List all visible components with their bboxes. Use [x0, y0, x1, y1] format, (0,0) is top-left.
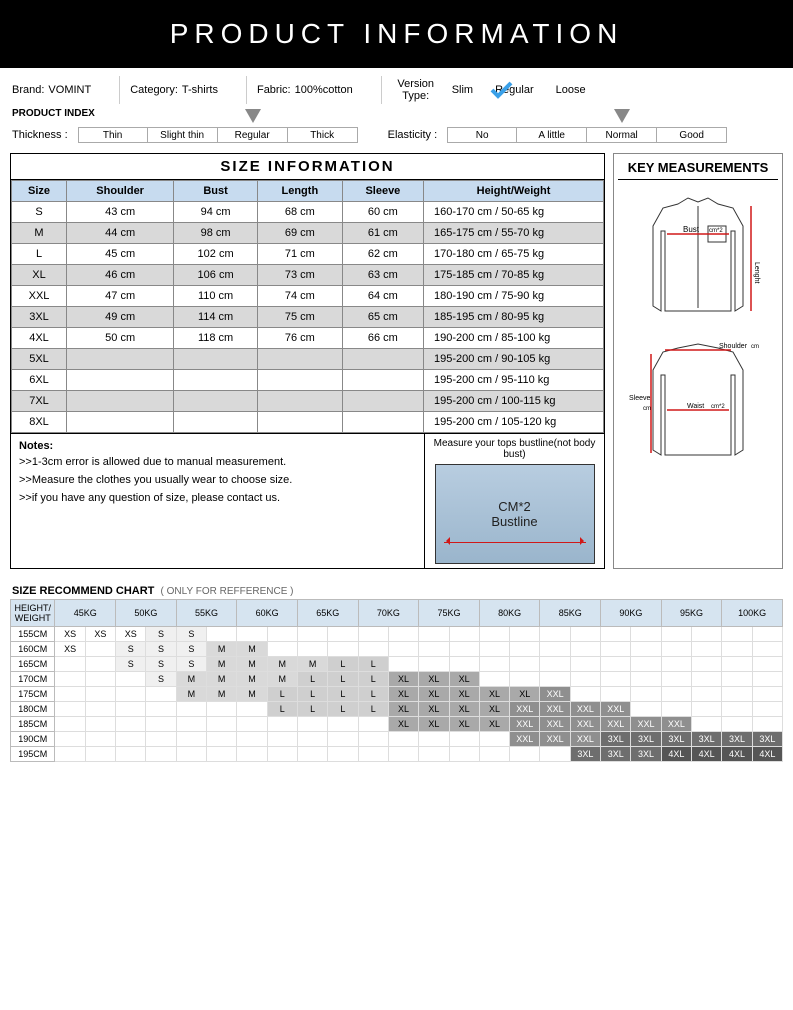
size-table-row: 7XL195-200 cm / 100-115 kg [12, 391, 604, 412]
thickness-scale: Thickness : ThinSlight thinRegularThick [12, 127, 358, 143]
elasticity-label: Elasticity : [388, 129, 438, 143]
size-table-row: L45 cm102 cm71 cm62 cm170-180 cm / 65-75… [12, 244, 604, 265]
shirt-back-diagram: Shouldercm Sleevecm Waistcm*2 [623, 330, 773, 470]
meta-row: Brand: VOMINT Category: T-shirts Fabric:… [0, 68, 793, 106]
rec-weight-header: 90KG [601, 600, 662, 627]
fabric-label: Fabric: [257, 84, 291, 96]
size-table-row: XL46 cm106 cm73 cm63 cm175-185 cm / 70-8… [12, 265, 604, 286]
svg-text:cm*2: cm*2 [709, 228, 723, 234]
size-table-header: Bust [174, 181, 258, 202]
svg-text:Sleeve: Sleeve [629, 395, 651, 402]
brand-label: Brand: [12, 84, 44, 96]
product-index-title: PRODUCT INDEX [0, 106, 793, 123]
size-table-row: S43 cm94 cm68 cm60 cm160-170 cm / 50-65 … [12, 202, 604, 223]
version-options: Slim Regular Loose [452, 84, 586, 96]
rec-weight-header: 60KG [237, 600, 298, 627]
size-table-row: 3XL49 cm114 cm75 cm65 cm185-195 cm / 80-… [12, 307, 604, 328]
svg-text:cm: cm [751, 344, 759, 350]
size-table-row: 4XL50 cm118 cm76 cm66 cm190-200 cm / 85-… [12, 328, 604, 349]
size-table-header: Shoulder [67, 181, 174, 202]
recommend-table: HEIGHT/ WEIGHT45KG50KG55KG60KG65KG70KG75… [10, 599, 783, 762]
version-option: Slim [452, 84, 473, 96]
scale-cell: Normal [587, 127, 657, 143]
version-option: Loose [556, 84, 586, 96]
rec-row: 170CMSMMMMLLLXLXLXL [11, 672, 783, 687]
rec-corner: HEIGHT/ WEIGHT [11, 600, 55, 627]
svg-text:Shoulder: Shoulder [719, 343, 748, 350]
brand-value: VOMINT [48, 84, 91, 96]
rec-weight-header: 80KG [479, 600, 540, 627]
size-table-row: 8XL195-200 cm / 105-120 kg [12, 412, 604, 433]
rec-weight-header: 95KG [661, 600, 722, 627]
size-table-row: M44 cm98 cm69 cm61 cm165-175 cm / 55-70 … [12, 223, 604, 244]
rec-weight-header: 50KG [116, 600, 177, 627]
banner: PRODUCT INFORMATION [0, 0, 793, 68]
rec-row: 185CMXLXLXLXLXXLXXLXXLXXLXXLXXL [11, 717, 783, 732]
shirt-front-diagram: Bust cm*2 Lenght [623, 186, 773, 326]
fabric-value: 100%cotton [295, 84, 353, 96]
thickness-track: ThinSlight thinRegularThick [78, 127, 358, 143]
rec-row: 175CMMMMLLLLXLXLXLXLXLXXL [11, 687, 783, 702]
elasticity-track: NoA littleNormalGood [447, 127, 727, 143]
scale-cell: Thin [78, 127, 148, 143]
scale-cell: No [447, 127, 517, 143]
key-measurements-title: KEY MEASUREMENTS [618, 160, 778, 180]
note-2: >>Measure the clothes you usually wear t… [19, 474, 416, 486]
rec-weight-header: 45KG [55, 600, 116, 627]
rec-weight-header: 100KG [722, 600, 783, 627]
note-3: >>if you have any question of size, plea… [19, 492, 416, 504]
scale-cell: Regular [218, 127, 288, 143]
size-info-title: SIZE INFORMATION [11, 154, 604, 180]
note-1: >>1-3cm error is allowed due to manual m… [19, 456, 416, 468]
size-table-header: Sleeve [342, 181, 423, 202]
scales-row: Thickness : ThinSlight thinRegularThick … [0, 123, 793, 153]
recommend-title: SIZE RECOMMEND CHART ( ONLY FOR REFFEREN… [0, 575, 793, 599]
size-table: SizeShoulderBustLengthSleeveHeight/Weigh… [11, 180, 604, 433]
rec-row: 155CMXSXSXSSS [11, 627, 783, 642]
arrow-down-icon [614, 109, 630, 123]
rec-row: 180CMLLLLXLXLXLXLXXLXXLXXLXXL [11, 702, 783, 717]
rec-row: 195CM3XL3XL3XL4XL4XL4XL4XL [11, 747, 783, 762]
size-table-header: Size [12, 181, 67, 202]
scale-cell: Thick [288, 127, 358, 143]
rec-weight-header: 55KG [176, 600, 237, 627]
size-table-header: Length [257, 181, 342, 202]
rec-row: 190CMXXLXXLXXL3XL3XL3XL3XL3XL3XL [11, 732, 783, 747]
scale-cell: A little [517, 127, 587, 143]
size-information-panel: SIZE INFORMATION SizeShoulderBustLengthS… [10, 153, 605, 569]
scale-cell: Good [657, 127, 727, 143]
measure-illustration: CM*2 Bustline [435, 464, 595, 564]
size-table-header: Height/Weight [424, 181, 604, 202]
scale-cell: Slight thin [148, 127, 218, 143]
svg-text:Waist: Waist [687, 403, 704, 410]
version-label: Version Type: [392, 78, 440, 102]
size-table-row: XXL47 cm110 cm74 cm64 cm180-190 cm / 75-… [12, 286, 604, 307]
rec-row: 160CMXSSSSMM [11, 642, 783, 657]
measure-panel: Measure your tops bustline(not body bust… [424, 434, 604, 568]
svg-text:cm*2: cm*2 [711, 404, 725, 410]
size-table-row: 6XL195-200 cm / 95-110 kg [12, 370, 604, 391]
rec-weight-header: 70KG [358, 600, 419, 627]
arrow-down-icon [245, 109, 261, 123]
key-measurements-panel: KEY MEASUREMENTS Bust cm*2 Lenght Shoulde… [613, 153, 783, 569]
svg-text:Bust: Bust [683, 225, 700, 234]
category-value: T-shirts [182, 84, 218, 96]
svg-text:cm: cm [643, 406, 651, 412]
rec-weight-header: 75KG [419, 600, 480, 627]
size-table-row: 5XL195-200 cm / 90-105 kg [12, 349, 604, 370]
thickness-label: Thickness : [12, 129, 68, 143]
rec-row: 165CMSSSMMMMLL [11, 657, 783, 672]
measure-caption: Measure your tops bustline(not body bust… [429, 438, 600, 460]
category-label: Category: [130, 84, 178, 96]
rec-weight-header: 65KG [297, 600, 358, 627]
notes-panel: Notes: >>1-3cm error is allowed due to m… [11, 434, 424, 568]
notes-title: Notes: [19, 440, 416, 452]
version-option: Regular [495, 84, 534, 96]
svg-text:Lenght: Lenght [753, 262, 760, 283]
rec-weight-header: 85KG [540, 600, 601, 627]
elasticity-scale: Elasticity : NoA littleNormalGood [388, 127, 728, 143]
